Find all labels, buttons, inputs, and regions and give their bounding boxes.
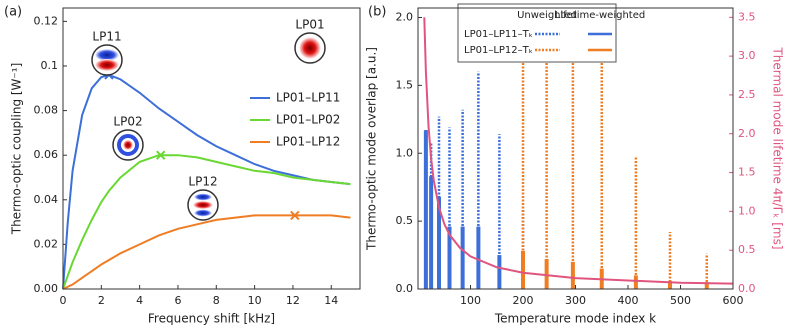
- weighted-bar: [633, 275, 638, 289]
- legend-label: LP01–LP11–Tₖ: [464, 29, 533, 40]
- mode-lobe: [194, 209, 212, 217]
- x-tick-label: 14: [324, 294, 338, 307]
- mode-lobe: [194, 193, 212, 201]
- y-tick-label: 0.08: [34, 104, 59, 117]
- weighted-bar: [521, 250, 525, 289]
- legend-label: LP01–LP12: [276, 135, 340, 149]
- y-tick-label: 0.02: [34, 237, 59, 250]
- y-tick-label: 0.00: [34, 282, 59, 295]
- x-tick-label: 6: [174, 294, 181, 307]
- y2-tick-label: 3.5: [738, 10, 756, 23]
- x-tick-label: 0: [60, 294, 67, 307]
- legend-label: LP01–LP11: [276, 91, 340, 105]
- legend-header: Unweighted: [517, 10, 577, 21]
- y-axis-label: Thermo-optic mode overlap [a.u.]: [365, 47, 379, 251]
- x-tick-label: 10: [248, 294, 262, 307]
- y-tick-label: 0.5: [396, 214, 414, 227]
- y-tick-label: 0.04: [34, 193, 59, 206]
- y2-axis-label: Thermal mode lifetime 4π/Γₖ [ms]: [771, 46, 785, 249]
- mode-lobe: [123, 140, 133, 150]
- y-tick-label: 2.0: [396, 11, 414, 24]
- y2-tick-label: 1.5: [738, 166, 756, 179]
- mode-lobe: [95, 59, 119, 71]
- weighted-bar: [423, 130, 428, 289]
- peak-marker: [290, 210, 300, 221]
- x-tick-label: 400: [618, 294, 639, 307]
- y-tick-label: 0.06: [34, 148, 59, 161]
- lifetime-line: [423, 17, 734, 285]
- inset-label: LP01: [295, 18, 324, 32]
- series-line: [62, 154, 351, 290]
- y2-tick-label: 3.0: [738, 49, 756, 62]
- mode-lobe: [299, 37, 321, 59]
- y-tick-label: 0.12: [34, 14, 59, 27]
- x-tick-label: 2: [98, 294, 105, 307]
- x-tick-label: 500: [670, 294, 691, 307]
- y2-tick-label: 1.0: [738, 204, 756, 217]
- series-line: [62, 73, 351, 290]
- mode-profile: [294, 32, 326, 64]
- mode-profile: [112, 129, 144, 161]
- y-tick-label: 0.1: [41, 59, 59, 72]
- peak-marker: [156, 150, 166, 160]
- y-tick-label: 0.0: [396, 282, 414, 295]
- panel-label: (b): [368, 5, 386, 20]
- x-tick-label: 4: [136, 294, 143, 307]
- y-axis-label: Thermo-optic coupling [W⁻¹]: [10, 63, 24, 236]
- x-tick-label: 600: [723, 294, 744, 307]
- weighted-bar: [460, 226, 465, 289]
- weighted-bar: [447, 226, 452, 289]
- y-tick-label: 1.5: [396, 78, 414, 91]
- x-axis-label: Temperature mode index k: [494, 312, 656, 326]
- y2-tick-label: 2.5: [738, 88, 756, 101]
- x-tick-label: 100: [460, 294, 481, 307]
- weighted-bar: [570, 261, 575, 289]
- weighted-bar: [437, 196, 441, 289]
- inset-label: LP12: [188, 175, 217, 189]
- weighted-bar: [476, 226, 481, 289]
- mode-lobe: [95, 49, 119, 61]
- inset-label: LP11: [92, 30, 121, 44]
- weighted-bar: [704, 282, 709, 289]
- y2-tick-label: 2.0: [738, 127, 756, 140]
- legend-label: LP01–LP12–Tₖ: [464, 45, 533, 56]
- y2-tick-label: 0.0: [738, 282, 756, 295]
- legend-header: Lifetime-weighted: [555, 10, 645, 21]
- mode-lobe: [117, 134, 139, 156]
- y2-tick-label: 0.5: [738, 243, 756, 256]
- inset-label: LP02: [113, 115, 142, 129]
- x-tick-label: 300: [565, 294, 586, 307]
- legend-label: LP01–LP02: [276, 113, 340, 127]
- panel-label: (a): [4, 5, 22, 20]
- x-axis-label: Frequency shift [kHz]: [148, 312, 275, 326]
- series-line: [62, 214, 351, 290]
- x-tick-label: 12: [286, 294, 300, 307]
- plot-frame: [62, 7, 361, 290]
- mode-lobe: [193, 201, 213, 209]
- weighted-bar: [497, 255, 502, 289]
- weighted-bar: [668, 280, 672, 289]
- weighted-bar: [544, 259, 549, 289]
- plot-frame: [417, 7, 734, 290]
- weighted-bar: [429, 176, 434, 289]
- y-tick-label: 1.0: [396, 146, 414, 159]
- x-tick-label: 200: [513, 294, 534, 307]
- mode-profile: [187, 189, 219, 221]
- x-tick-label: 8: [213, 294, 220, 307]
- mode-profile: [91, 44, 123, 76]
